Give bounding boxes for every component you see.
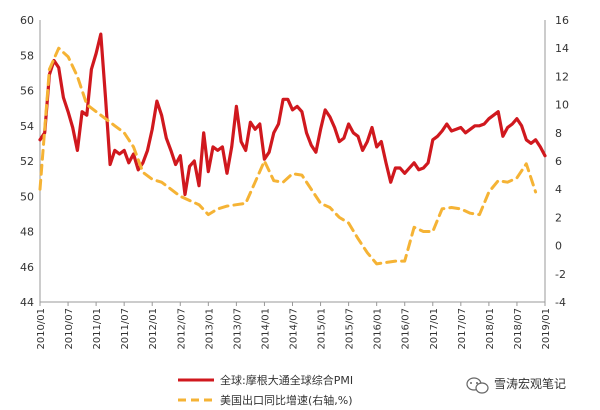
x-tick-label: 2019/01 <box>541 308 552 350</box>
x-tick-label: 2014/07 <box>289 308 300 350</box>
left-axis-ticks: 44 46 48 50 52 54 56 58 60 <box>20 14 34 309</box>
x-tick-label: 2010/07 <box>64 308 75 350</box>
x-tick-label: 2011/07 <box>120 308 131 350</box>
right-tick-label: -2 <box>555 268 566 281</box>
right-tick-label: 10 <box>555 99 569 112</box>
x-tick-label: 2012/07 <box>176 308 187 350</box>
right-tick-label: 14 <box>555 42 569 55</box>
right-tick-label: 6 <box>555 155 562 168</box>
left-tick-label: 44 <box>20 296 34 309</box>
x-tick-label: 2017/07 <box>457 308 468 350</box>
x-tick-label: 2017/01 <box>429 308 440 350</box>
watermark: 雪涛宏观笔记 <box>466 376 566 394</box>
right-tick-label: 12 <box>555 70 569 83</box>
watermark-text: 雪涛宏观笔记 <box>494 376 566 391</box>
right-tick-label: 2 <box>555 211 562 224</box>
series-line-0 <box>38 32 547 197</box>
x-tick-label: 2018/07 <box>513 308 524 350</box>
left-tick-label: 48 <box>20 226 34 239</box>
x-tick-label: 2012/01 <box>148 308 159 350</box>
wechat-icon <box>466 377 489 394</box>
left-tick-label: 58 <box>20 49 34 62</box>
left-tick-label: 60 <box>20 14 34 27</box>
right-axis-ticks: -4 -2 0 2 4 6 8 10 12 14 16 <box>555 14 569 309</box>
x-tick-label: 2016/07 <box>401 308 412 350</box>
left-tick-label: 46 <box>20 261 34 274</box>
right-tick-label: -4 <box>555 296 566 309</box>
legend-label-pmi: 全球:摩根大通全球综合PMI <box>220 373 353 387</box>
x-tick-label: 2013/07 <box>232 308 243 350</box>
chart-axes <box>39 20 546 303</box>
x-axis-ticks: 2010/01 2010/07 2011/01 2011/07 2012/01 2012/… <box>36 302 552 350</box>
x-tick-label: 2010/01 <box>36 308 47 350</box>
x-tick-label: 2018/01 <box>485 308 496 350</box>
x-tick-label: 2014/01 <box>260 308 271 350</box>
left-tick-label: 52 <box>20 155 34 168</box>
legend-label-us-exports: 美国出口同比增速(右轴,%) <box>220 393 353 407</box>
left-tick-label: 54 <box>20 120 34 133</box>
legend: 全球:摩根大通全球综合PMI 美国出口同比增速(右轴,%) <box>178 373 353 407</box>
x-tick-label: 2015/07 <box>345 308 356 350</box>
right-tick-label: 0 <box>555 240 562 253</box>
x-tick-label: 2013/01 <box>204 308 215 350</box>
right-tick-label: 8 <box>555 127 562 140</box>
series-line-1 <box>38 46 538 266</box>
right-tick-label: 4 <box>555 183 562 196</box>
x-tick-label: 2015/01 <box>317 308 328 350</box>
series-group <box>38 32 547 266</box>
left-tick-label: 56 <box>20 85 34 98</box>
x-tick-label: 2016/01 <box>373 308 384 350</box>
x-tick-label: 2011/01 <box>92 308 103 350</box>
left-tick-label: 50 <box>20 190 34 203</box>
right-tick-label: 16 <box>555 14 569 27</box>
